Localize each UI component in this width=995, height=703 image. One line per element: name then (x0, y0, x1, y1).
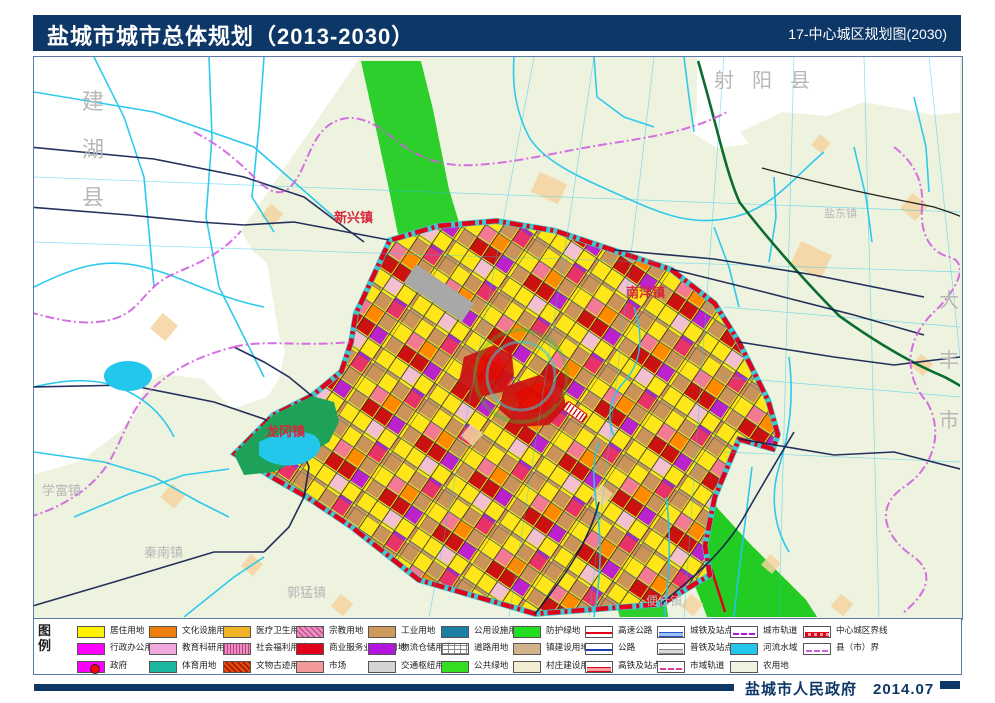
svg-text:便仓镇: 便仓镇 (646, 594, 682, 608)
svg-text:盐东镇: 盐东镇 (824, 206, 857, 220)
svg-text:秦南镇: 秦南镇 (144, 545, 183, 560)
svg-text:南洋镇: 南洋镇 (626, 285, 665, 300)
svg-text:阳: 阳 (752, 69, 772, 92)
svg-text:大: 大 (939, 289, 959, 312)
svg-text:郭猛镇: 郭猛镇 (287, 585, 326, 600)
svg-text:建: 建 (82, 89, 104, 114)
svg-text:丰: 丰 (939, 349, 959, 372)
svg-text:市: 市 (939, 409, 959, 432)
svg-text:县: 县 (82, 185, 104, 210)
svg-text:学富镇: 学富镇 (42, 483, 81, 498)
svg-text:湖: 湖 (82, 137, 104, 162)
svg-text:新兴镇: 新兴镇 (334, 210, 373, 225)
svg-text:射: 射 (714, 69, 734, 92)
svg-text:龙冈镇: 龙冈镇 (266, 424, 305, 439)
svg-text:县: 县 (790, 70, 810, 92)
